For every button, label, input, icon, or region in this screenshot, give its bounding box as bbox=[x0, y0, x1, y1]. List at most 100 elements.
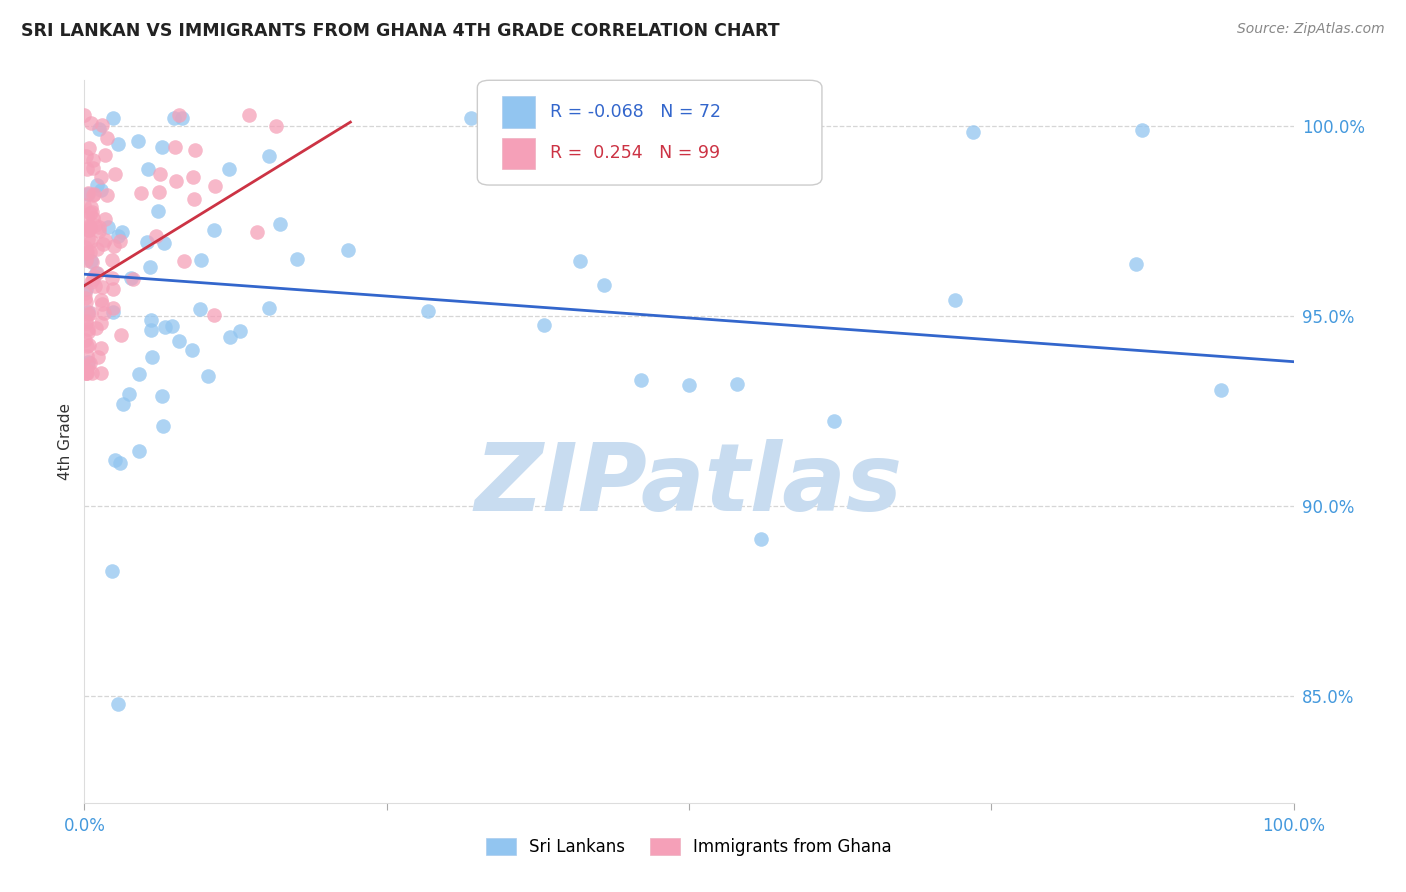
Point bbox=[146, 203, 169, 218]
Point bbox=[86, 242, 108, 256]
Point bbox=[75, 313, 97, 327]
Point bbox=[90, 316, 112, 330]
Point bbox=[77, 219, 100, 233]
Point bbox=[82, 255, 104, 269]
Point bbox=[80, 306, 103, 320]
Point bbox=[257, 301, 280, 315]
Point bbox=[153, 319, 176, 334]
Point bbox=[943, 293, 966, 308]
Point bbox=[173, 254, 195, 268]
Point bbox=[84, 266, 107, 280]
Point bbox=[190, 253, 212, 268]
Point bbox=[141, 313, 163, 327]
Point bbox=[82, 188, 104, 202]
FancyBboxPatch shape bbox=[502, 96, 536, 128]
Point bbox=[111, 397, 134, 411]
Point bbox=[150, 140, 173, 154]
Point bbox=[76, 161, 98, 176]
Point bbox=[153, 236, 176, 251]
Point bbox=[141, 350, 163, 364]
Text: SRI LANKAN VS IMMIGRANTS FROM GHANA 4TH GRADE CORRELATION CHART: SRI LANKAN VS IMMIGRANTS FROM GHANA 4TH … bbox=[21, 22, 780, 40]
Point bbox=[129, 186, 152, 201]
Point bbox=[238, 107, 260, 121]
Point bbox=[148, 186, 170, 200]
Point bbox=[83, 218, 105, 232]
Point bbox=[77, 355, 100, 369]
Point bbox=[96, 188, 118, 202]
Point bbox=[86, 178, 108, 192]
Point bbox=[75, 366, 97, 380]
Point bbox=[75, 285, 97, 300]
Point bbox=[90, 170, 112, 185]
Point bbox=[73, 107, 96, 121]
FancyBboxPatch shape bbox=[478, 80, 823, 185]
Point bbox=[79, 140, 101, 154]
Point bbox=[190, 302, 212, 317]
Point bbox=[80, 253, 103, 268]
Point bbox=[79, 244, 101, 259]
Point bbox=[80, 235, 103, 249]
Point bbox=[128, 443, 150, 458]
Point bbox=[76, 305, 98, 319]
Point bbox=[678, 378, 700, 392]
Point bbox=[90, 366, 112, 380]
Point bbox=[89, 122, 111, 136]
Point bbox=[962, 125, 984, 139]
Point bbox=[202, 223, 225, 237]
Point bbox=[75, 316, 97, 330]
Point bbox=[101, 564, 124, 578]
Point bbox=[1132, 122, 1154, 136]
Point bbox=[94, 233, 117, 247]
FancyBboxPatch shape bbox=[502, 137, 536, 169]
Text: ZIPatlas: ZIPatlas bbox=[475, 439, 903, 531]
Point bbox=[167, 107, 190, 121]
Point bbox=[593, 277, 616, 292]
Point bbox=[1125, 256, 1147, 270]
Point bbox=[75, 295, 97, 310]
Point bbox=[101, 270, 124, 285]
Text: R =  0.254   N = 99: R = 0.254 N = 99 bbox=[550, 145, 720, 162]
Point bbox=[101, 301, 124, 315]
Point bbox=[76, 232, 98, 246]
Point bbox=[103, 239, 125, 253]
Point bbox=[96, 130, 118, 145]
Point bbox=[80, 200, 103, 214]
Point bbox=[160, 318, 183, 333]
Point bbox=[184, 143, 207, 157]
Point bbox=[75, 363, 97, 377]
Point bbox=[183, 192, 205, 206]
Point bbox=[91, 236, 114, 251]
Point bbox=[107, 137, 129, 152]
Point bbox=[83, 278, 105, 293]
Point bbox=[82, 271, 104, 285]
Point bbox=[103, 167, 125, 181]
Point bbox=[108, 456, 131, 470]
Point bbox=[76, 366, 98, 380]
Point bbox=[533, 318, 555, 332]
Point bbox=[87, 224, 110, 238]
Point bbox=[75, 149, 97, 163]
Point bbox=[180, 343, 202, 357]
Point bbox=[77, 187, 100, 202]
Point bbox=[107, 697, 129, 711]
Point bbox=[75, 282, 97, 296]
Point bbox=[181, 169, 204, 184]
Point bbox=[152, 418, 174, 433]
Point bbox=[128, 367, 150, 381]
Point bbox=[135, 235, 157, 249]
Point bbox=[83, 187, 105, 202]
Point bbox=[79, 356, 101, 370]
Point bbox=[90, 182, 112, 196]
Point bbox=[90, 341, 112, 355]
Point bbox=[80, 205, 103, 219]
Y-axis label: 4th Grade: 4th Grade bbox=[58, 403, 73, 480]
Point bbox=[218, 162, 240, 177]
Point bbox=[823, 413, 845, 427]
Point bbox=[90, 293, 112, 308]
Point bbox=[75, 253, 97, 268]
Point bbox=[77, 223, 100, 237]
Point bbox=[82, 366, 104, 380]
Point bbox=[76, 245, 98, 260]
Point bbox=[197, 368, 219, 383]
Point bbox=[103, 305, 125, 319]
